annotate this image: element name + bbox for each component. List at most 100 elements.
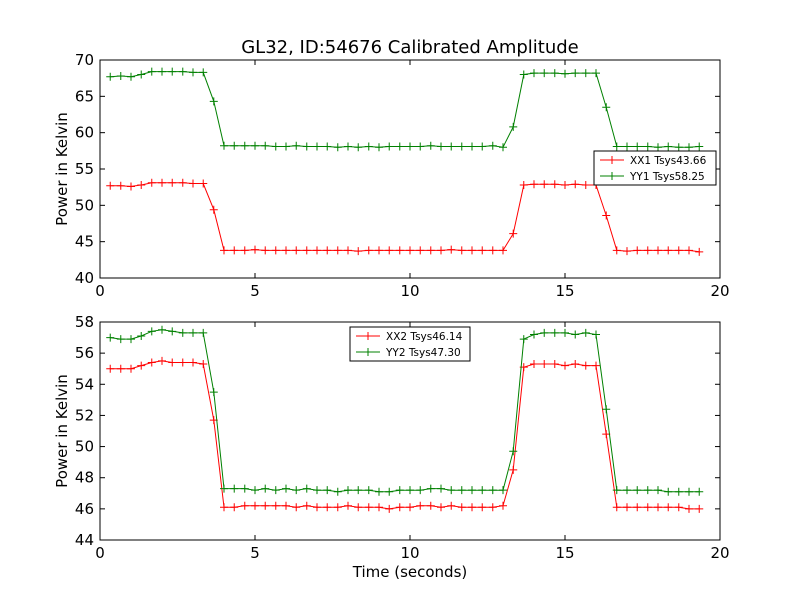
data-point — [674, 503, 683, 512]
data-point — [509, 122, 518, 131]
data-point — [633, 246, 642, 255]
data-point — [406, 486, 414, 495]
data-point — [540, 69, 549, 78]
data-point — [168, 327, 177, 336]
data-point — [561, 69, 569, 78]
data-point — [633, 503, 642, 512]
data-point — [509, 229, 518, 238]
data-point — [354, 247, 363, 256]
data-point — [344, 246, 352, 255]
data-point — [654, 143, 662, 152]
data-point — [364, 246, 373, 255]
y-tick-label: 46 — [75, 500, 94, 518]
data-point — [623, 503, 631, 512]
x-axis-label: Time (seconds) — [352, 563, 468, 581]
data-point — [261, 141, 270, 150]
y-tick-label: 40 — [75, 269, 94, 287]
x-tick-label: 10 — [400, 544, 419, 562]
data-point — [375, 487, 383, 496]
data-point — [106, 181, 115, 190]
data-point — [395, 142, 404, 151]
data-point — [313, 142, 321, 151]
data-point — [240, 141, 249, 150]
data-point — [178, 328, 187, 337]
data-point — [406, 503, 414, 512]
y-tick-label: 48 — [75, 469, 94, 487]
data-point — [385, 504, 394, 513]
data-point — [158, 356, 166, 365]
data-point — [540, 180, 549, 189]
data-point — [468, 142, 476, 151]
data-point — [581, 69, 590, 78]
data-point — [147, 327, 156, 336]
data-point — [530, 330, 538, 339]
data-point — [457, 486, 466, 495]
data-point — [654, 503, 662, 512]
data-point — [220, 141, 228, 150]
data-point — [168, 178, 177, 187]
data-point — [189, 328, 197, 337]
data-point — [457, 142, 466, 151]
data-point — [189, 358, 197, 367]
data-point — [240, 484, 249, 493]
data-point — [426, 501, 435, 510]
legend-label: YY1 Tsys58.25 — [629, 171, 705, 183]
data-point — [488, 246, 497, 255]
data-point — [178, 358, 187, 367]
data-point — [478, 486, 487, 495]
data-point — [354, 143, 363, 152]
legend-marker — [364, 332, 372, 340]
data-point — [230, 246, 239, 255]
data-point — [251, 501, 259, 510]
data-point — [106, 72, 115, 81]
legend-box — [349, 326, 471, 362]
data-point — [168, 358, 177, 367]
data-point — [230, 503, 239, 512]
data-point — [602, 103, 611, 112]
data-point — [189, 68, 197, 77]
data-point — [437, 246, 445, 255]
data-point — [447, 245, 456, 254]
data-point — [519, 335, 528, 344]
data-point — [127, 335, 135, 344]
data-point — [199, 179, 208, 188]
data-point — [282, 246, 290, 255]
data-point — [313, 503, 321, 512]
data-point — [416, 501, 425, 510]
data-point — [602, 430, 611, 439]
data-point — [437, 142, 445, 151]
data-point — [488, 503, 497, 512]
data-point — [509, 447, 518, 456]
data-point — [127, 364, 135, 373]
data-point — [292, 141, 301, 150]
data-point — [158, 67, 166, 76]
series-line — [110, 182, 700, 253]
data-point — [561, 361, 569, 370]
data-point — [147, 178, 156, 187]
legend: XX2 Tsys46.14 YY2 Tsys47.30 — [349, 326, 471, 362]
data-point — [302, 246, 311, 255]
data-point — [602, 405, 611, 414]
data-point — [685, 487, 693, 496]
series-line — [110, 71, 700, 148]
data-point — [261, 246, 270, 255]
data-point — [674, 487, 683, 496]
x-tick-label: 0 — [95, 544, 105, 562]
data-point — [209, 388, 218, 397]
data-point — [189, 179, 197, 188]
y-tick-label: 70 — [75, 51, 94, 69]
data-point — [127, 72, 135, 81]
data-point — [354, 486, 363, 495]
data-point — [499, 143, 507, 152]
data-point — [447, 501, 456, 510]
data-point — [395, 246, 404, 255]
data-point — [664, 246, 673, 255]
data-point — [571, 69, 580, 78]
data-point — [664, 487, 673, 496]
x-tick-label: 20 — [710, 282, 729, 300]
x-tick-label: 5 — [250, 282, 260, 300]
y-axis-label: Power in Kelvin — [53, 374, 71, 488]
series-2-group — [106, 67, 704, 152]
x-tick-label: 15 — [555, 544, 574, 562]
